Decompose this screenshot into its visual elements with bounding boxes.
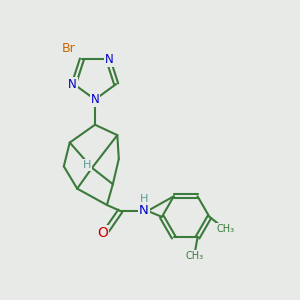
Text: O: O xyxy=(97,226,108,240)
Text: Br: Br xyxy=(62,42,75,55)
Text: H: H xyxy=(82,160,91,170)
Text: CH₃: CH₃ xyxy=(185,251,204,261)
Text: N: N xyxy=(91,93,99,106)
Text: CH₃: CH₃ xyxy=(217,224,235,234)
Text: H: H xyxy=(140,194,148,204)
Text: N: N xyxy=(68,78,77,91)
Text: N: N xyxy=(105,52,114,66)
Text: N: N xyxy=(139,204,149,218)
